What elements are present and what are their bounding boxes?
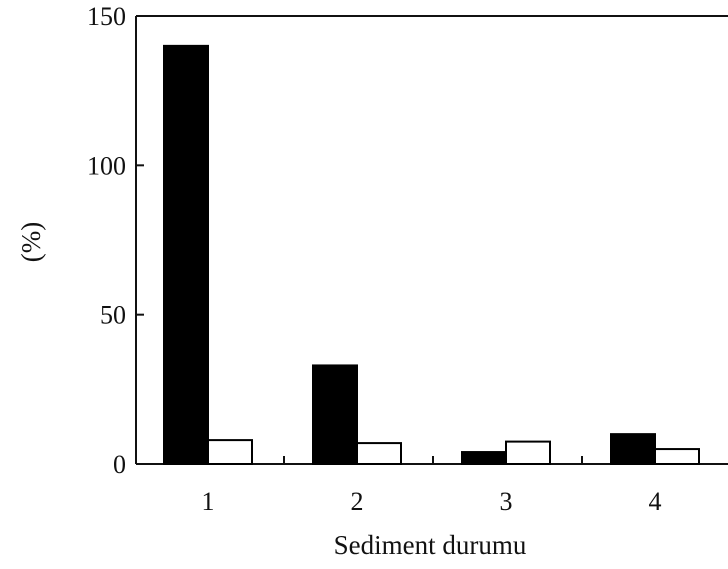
- bar-series-2-cat-1: [207, 439, 253, 465]
- y-ticks: 0 50 100 150: [87, 2, 144, 479]
- y-tick-label: 150: [87, 2, 126, 31]
- bar-series-1-cat-1: [163, 44, 209, 465]
- y-tick-label: 100: [87, 151, 126, 180]
- bar-series-1-cat-4: [610, 433, 656, 465]
- bar-series-2-cat-4: [654, 448, 700, 466]
- x-tick-label: 1: [202, 487, 215, 516]
- y-axis-title: (%): [16, 222, 46, 262]
- y-tick-label: 0: [113, 450, 126, 479]
- x-axis-title: Sediment durumu: [334, 530, 527, 560]
- x-tick-label: 2: [351, 487, 364, 516]
- x-tick-label: 3: [500, 487, 513, 516]
- x-ticks: 1 2 3 4: [202, 456, 662, 516]
- y-tick-label: 50: [100, 301, 126, 330]
- bar-series-2-cat-2: [356, 442, 402, 465]
- bar-series-2-cat-3: [505, 440, 551, 466]
- bar-series-1-cat-3: [461, 451, 507, 466]
- x-tick-label: 4: [649, 487, 662, 516]
- bar-series-1-cat-2: [312, 364, 358, 465]
- bars: [163, 44, 700, 466]
- chart-axes: [135, 15, 728, 465]
